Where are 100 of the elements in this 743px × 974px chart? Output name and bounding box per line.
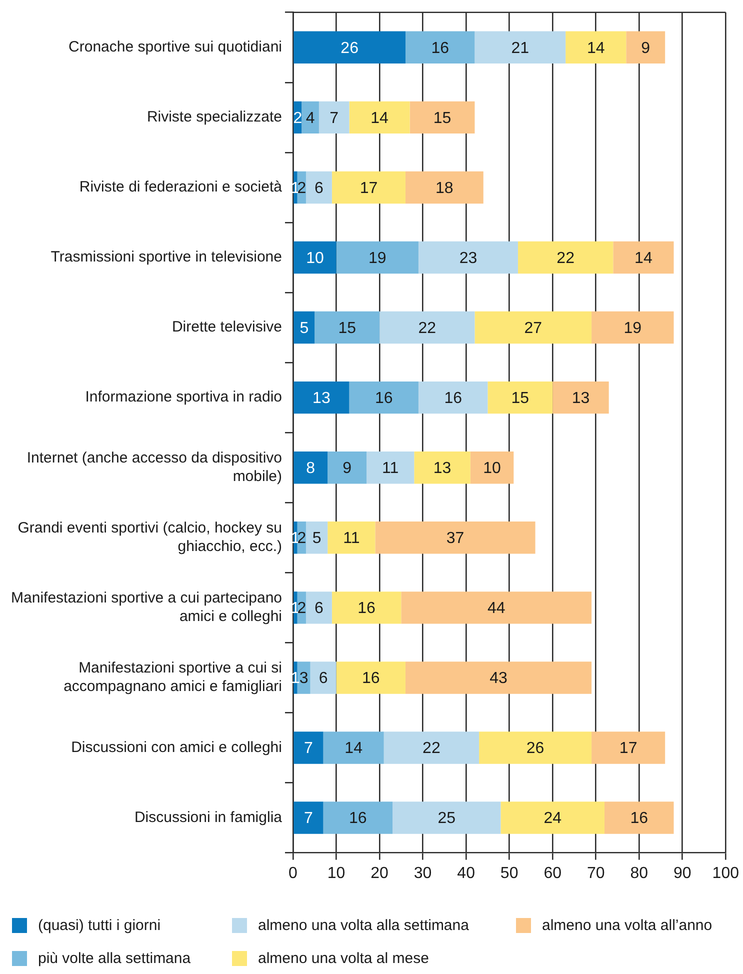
x-tick-label: 0 [288, 864, 298, 882]
bar [592, 311, 674, 344]
bar [294, 451, 328, 484]
legend-label: almeno una volta all’anno [542, 917, 712, 934]
x-tick-label: 30 [414, 864, 432, 882]
data-label: 7 [304, 740, 314, 758]
x-tick-label: 20 [370, 864, 389, 882]
data-label: 25 [438, 810, 456, 828]
x-tick-label: 100 [712, 864, 740, 882]
bar [414, 451, 470, 484]
bar [613, 241, 674, 274]
y-tick-label: Discussioni con amici e colleghi [71, 738, 282, 756]
data-label: 10 [306, 250, 324, 267]
bar [336, 662, 406, 694]
bar [418, 381, 488, 414]
data-label: 26 [340, 40, 359, 57]
y-tick-label: Manifestazioni sportive a cui partecipano amici e colleghi [11, 589, 282, 626]
data-label: 6 [314, 180, 324, 197]
bar [488, 381, 553, 414]
data-label: 7 [330, 110, 339, 127]
bar [310, 662, 336, 694]
y-tick-label: Dirette televisive [172, 318, 282, 336]
data-label: 14 [634, 250, 652, 267]
bar [302, 101, 319, 134]
data-label: 15 [433, 110, 452, 127]
data-label: 4 [306, 110, 315, 127]
legend-label: (quasi) tutti i giorni [38, 917, 161, 934]
bar [314, 311, 380, 344]
bar [518, 241, 614, 274]
data-label: 24 [544, 810, 562, 828]
bar [323, 802, 393, 834]
bar [294, 31, 406, 64]
legend-label: almeno una volta alla settimana [258, 917, 469, 934]
bar [592, 732, 666, 764]
data-label: 19 [368, 250, 386, 267]
bar [500, 802, 605, 834]
data-label: 17 [360, 180, 378, 197]
bar [566, 31, 626, 64]
data-label: 7 [304, 810, 314, 828]
x-tick-label: 90 [673, 864, 692, 882]
bar [294, 241, 336, 274]
data-label: 9 [641, 40, 650, 57]
x-tick-label: 80 [630, 864, 648, 882]
bar [306, 171, 332, 204]
data-label: 22 [556, 250, 575, 267]
bar [405, 31, 475, 64]
bar [328, 451, 367, 484]
bar [405, 171, 484, 204]
bar [474, 311, 592, 344]
data-label: 44 [487, 600, 506, 618]
y-tick-label: Trasmissioni sportive in televisione [50, 248, 282, 266]
bar [294, 311, 315, 344]
x-tick-label: 70 [586, 864, 605, 882]
bar [332, 592, 402, 624]
data-label: 8 [306, 460, 316, 478]
data-label: 15 [511, 390, 530, 407]
data-label: 16 [444, 390, 462, 407]
bar [306, 592, 332, 624]
bar [384, 732, 480, 764]
data-label: 16 [630, 810, 648, 828]
data-label: 22 [418, 320, 436, 337]
data-label: 6 [314, 600, 324, 618]
bar [294, 732, 324, 764]
data-label: 37 [446, 530, 464, 548]
data-label: 22 [422, 740, 440, 758]
y-tick-label: Informazione sportiva in radio [85, 388, 282, 406]
bar [318, 101, 350, 134]
legend-label: almeno una volta al mese [258, 950, 429, 967]
data-label: 3 [299, 670, 308, 688]
data-label: 5 [312, 530, 322, 548]
data-label: 13 [572, 390, 590, 407]
data-label: 16 [349, 810, 367, 828]
x-tick-label: 10 [327, 864, 346, 882]
bar [552, 381, 609, 414]
data-label: 23 [459, 250, 478, 267]
bar [349, 101, 410, 134]
data-label: 6 [318, 670, 328, 688]
y-tick-label: Riviste di federazioni e società [79, 178, 283, 196]
y-tick-label: Grandi eventi sportivi (calcio, hockey su ghiacchio, ecc.) [18, 519, 282, 556]
data-label: 2 [293, 110, 302, 127]
data-label: 27 [524, 320, 542, 337]
bar [380, 311, 475, 344]
data-label: 16 [374, 390, 393, 407]
data-label: 21 [511, 40, 530, 57]
data-label: 19 [624, 320, 642, 337]
y-tick-label: Manifestazioni sportive a cui si accompagnano amici e famigliari [64, 659, 282, 696]
x-tick-label: 40 [457, 864, 476, 882]
data-label: 10 [483, 460, 502, 478]
bar [604, 802, 674, 834]
y-tick-label: Internet (anche accesso da dispositivo mobile) [26, 449, 282, 486]
data-label: 14 [370, 110, 389, 127]
bar [405, 662, 592, 694]
x-tick-label: 50 [500, 864, 518, 882]
bar [323, 732, 384, 764]
bar [306, 522, 328, 554]
bar [392, 802, 501, 834]
data-label: 11 [382, 460, 399, 478]
bar [626, 31, 666, 64]
data-label: 5 [300, 320, 309, 337]
bar [366, 451, 414, 484]
